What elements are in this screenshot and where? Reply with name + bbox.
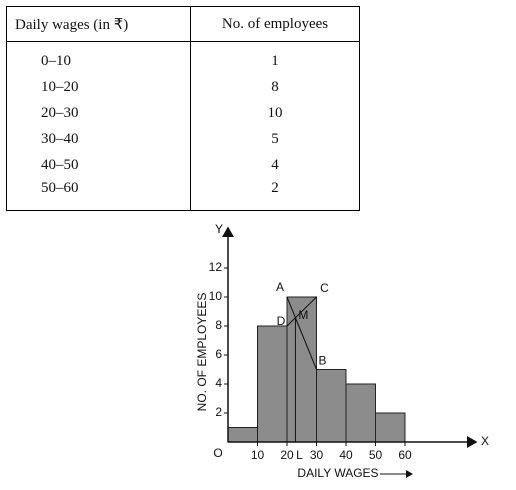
x-tick-label: 30 bbox=[310, 448, 324, 462]
table-cell: 10 bbox=[190, 100, 360, 126]
x-tick-label: 40 bbox=[339, 448, 353, 462]
y-axis-letter: Y bbox=[215, 222, 223, 236]
table-cell: 30–40 bbox=[6, 126, 191, 152]
y-tick-label: 12 bbox=[209, 260, 223, 274]
construction-line bbox=[286, 296, 317, 327]
point-label: B bbox=[318, 354, 326, 368]
y-tick-label: 8 bbox=[215, 318, 222, 332]
point-label: A bbox=[276, 280, 284, 294]
table-row: 40–50 4 bbox=[6, 152, 360, 178]
origin-label: O bbox=[213, 446, 222, 460]
table-cell: 5 bbox=[190, 126, 360, 152]
y-tick-label: 2 bbox=[215, 405, 222, 419]
y-tick-label: 6 bbox=[215, 347, 222, 361]
table-cell: 10–20 bbox=[6, 74, 191, 100]
table-cell: 0–10 bbox=[6, 41, 191, 74]
table-row: 30–40 5 bbox=[6, 126, 360, 152]
bar bbox=[257, 325, 288, 443]
table-cell: 20–30 bbox=[6, 100, 191, 126]
table-row: 0–10 1 bbox=[6, 41, 360, 74]
bar bbox=[316, 369, 347, 443]
table-cell: 40–50 bbox=[6, 152, 191, 178]
header-cell: No. of employees bbox=[190, 6, 360, 42]
x-axis-letter: X bbox=[481, 434, 489, 448]
y-axis-title: NO. OF EMPLOYEES bbox=[195, 293, 209, 412]
point-label: C bbox=[320, 281, 329, 295]
header-cell: Daily wages (in ₹) bbox=[6, 6, 191, 42]
table-row: 20–30 10 bbox=[6, 100, 360, 126]
x-tick-label: 50 bbox=[369, 448, 383, 462]
y-tick-label: 10 bbox=[209, 289, 223, 303]
table-cell: 50–60 bbox=[6, 178, 191, 211]
x-axis-title: DAILY WAGES bbox=[297, 466, 378, 480]
table-cell: 8 bbox=[190, 74, 360, 100]
table-row: 10–20 8 bbox=[6, 74, 360, 100]
x-tick-label: 60 bbox=[398, 448, 412, 462]
bar bbox=[227, 427, 258, 443]
wage-table: Daily wages (in ₹) No. of employees 0–10… bbox=[6, 6, 360, 211]
table-cell: 1 bbox=[190, 41, 360, 74]
bar bbox=[375, 412, 406, 443]
point-label: L bbox=[296, 448, 303, 462]
x-tick-label: 20 bbox=[280, 448, 294, 462]
point-label: M bbox=[298, 308, 308, 322]
table-row: 50–60 2 bbox=[6, 178, 360, 211]
histogram: Y X O 2 4 6 8 10 12 10 20 30 40 50 60 DAILY WAGES NO. OF… bbox=[195, 222, 489, 480]
construction-line bbox=[286, 296, 317, 370]
y-tick-label: 4 bbox=[215, 376, 222, 390]
x-tick-label: 10 bbox=[251, 448, 265, 462]
table-cell: 2 bbox=[190, 178, 360, 211]
table-cell: 4 bbox=[190, 152, 360, 178]
bar bbox=[345, 383, 376, 443]
point-label: D bbox=[277, 314, 286, 328]
